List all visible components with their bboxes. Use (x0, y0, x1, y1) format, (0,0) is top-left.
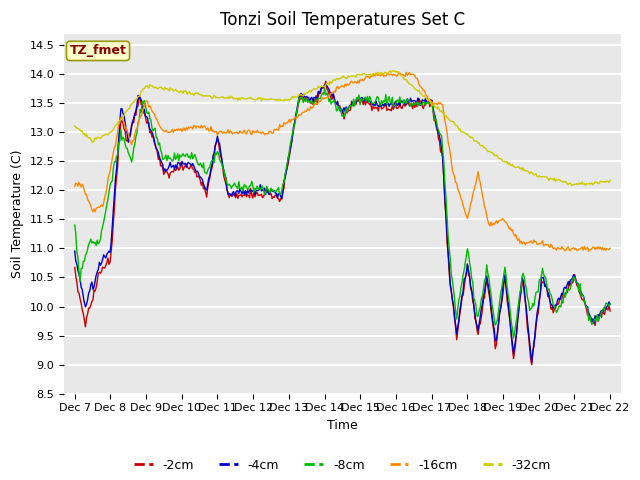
Line: -16cm: -16cm (75, 72, 610, 251)
-16cm (71, 183, 79, 189)
-8cm (390, 103, 398, 108)
-16cm (606, 245, 614, 251)
-4cm (362, 96, 369, 102)
-4cm (71, 248, 79, 254)
-8cm (362, 94, 369, 100)
-32cm (511, 164, 518, 170)
-2cm (322, 78, 330, 84)
-8cm (321, 85, 328, 91)
-2cm (511, 348, 518, 354)
-2cm (330, 92, 337, 97)
X-axis label: Time: Time (327, 419, 358, 432)
-8cm (326, 96, 334, 102)
Line: -2cm: -2cm (75, 81, 610, 365)
-4cm (606, 301, 614, 307)
-32cm (606, 178, 614, 183)
-4cm (326, 90, 334, 96)
-2cm (606, 308, 614, 314)
-32cm (596, 181, 604, 187)
-8cm (596, 314, 604, 320)
-2cm (596, 314, 604, 320)
-4cm (390, 104, 398, 109)
Title: Tonzi Soil Temperatures Set C: Tonzi Soil Temperatures Set C (220, 11, 465, 29)
-16cm (511, 233, 518, 239)
-8cm (509, 335, 517, 341)
-4cm (596, 314, 604, 320)
-32cm (390, 68, 398, 73)
-16cm (360, 77, 368, 83)
Text: TZ_fmet: TZ_fmet (70, 44, 127, 58)
-8cm (71, 222, 79, 228)
-32cm (328, 80, 336, 85)
-16cm (585, 248, 593, 254)
-16cm (390, 71, 397, 77)
-8cm (330, 99, 337, 105)
Line: -8cm: -8cm (75, 88, 610, 338)
-2cm (362, 102, 369, 108)
-2cm (390, 100, 398, 106)
-16cm (403, 70, 410, 75)
-32cm (325, 82, 333, 87)
Line: -32cm: -32cm (75, 71, 610, 185)
Legend: -2cm, -4cm, -8cm, -16cm, -32cm: -2cm, -4cm, -8cm, -16cm, -32cm (129, 454, 556, 477)
-4cm (330, 91, 337, 96)
-8cm (512, 322, 520, 327)
-32cm (360, 71, 368, 77)
-8cm (606, 300, 614, 306)
-4cm (511, 344, 518, 350)
Y-axis label: Soil Temperature (C): Soil Temperature (C) (11, 149, 24, 278)
-16cm (328, 89, 336, 95)
Line: -4cm: -4cm (75, 85, 610, 363)
-4cm (528, 360, 536, 366)
-2cm (71, 264, 79, 270)
-2cm (528, 362, 536, 368)
-16cm (596, 246, 604, 252)
-2cm (326, 92, 334, 97)
-32cm (390, 68, 397, 73)
-16cm (325, 94, 333, 99)
-4cm (322, 82, 330, 88)
-32cm (582, 182, 589, 188)
-32cm (71, 123, 79, 129)
